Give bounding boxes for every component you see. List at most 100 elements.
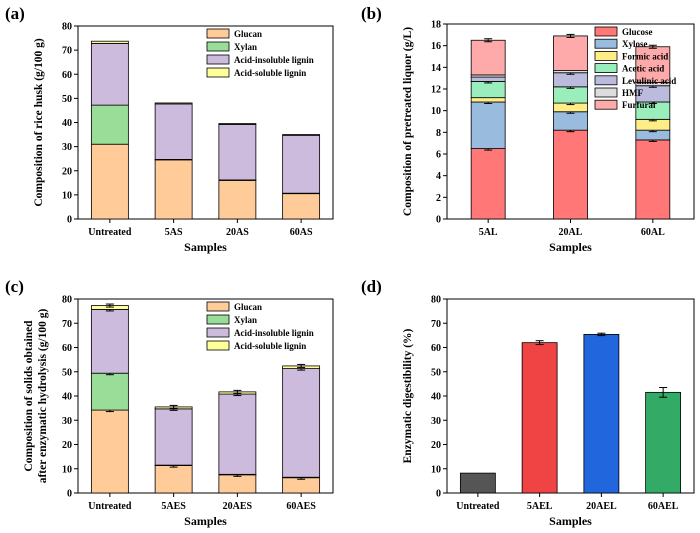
x-axis-title: Samples [549, 514, 592, 528]
legend-swatch [594, 75, 618, 86]
y-tick-label: 70 [62, 319, 72, 330]
bar [459, 472, 496, 494]
bar-segment [282, 368, 321, 478]
bar-segment [470, 101, 506, 149]
y-tick-label: 10 [62, 464, 72, 475]
y-axis-title: Enzymatic digestibility (%) [402, 328, 414, 463]
chart-a: 0 10 20 30 40 50 60 70 80 Untreated 5AS 20AS 60AS Sam… [33, 22, 334, 254]
y-tick-label: 2 [436, 193, 441, 204]
y-tick-label: 0 [436, 489, 441, 500]
bar-segment [90, 42, 129, 106]
bar-segment [282, 134, 321, 136]
x-tick-label: 5AEL [527, 501, 553, 512]
x-axis-title: Samples [549, 240, 592, 254]
legend-swatch [594, 63, 618, 73]
y-tick-label: 80 [62, 295, 72, 306]
bar-segment [218, 393, 257, 475]
y-tick-label: 30 [62, 416, 72, 427]
y-tick-label: 50 [431, 367, 441, 378]
y-tick-label: 30 [62, 142, 72, 153]
y-tick-label: 80 [62, 22, 72, 33]
x-tick-label: 60AL [641, 227, 665, 238]
legend-swatch [594, 87, 618, 98]
bar-segment [282, 193, 321, 220]
y-tick-label: 16 [431, 41, 441, 52]
bar-segment [90, 309, 129, 374]
legend-label: Acid-soluble lignin [234, 341, 306, 351]
y-tick-label: 0 [67, 489, 72, 500]
legend-label: Acid-soluble lignin [234, 68, 306, 78]
y-tick-label: 80 [431, 295, 441, 306]
legend-swatch [206, 301, 230, 312]
y-axis-title: Composition of solids obtained [23, 320, 35, 472]
legend-label: Levulinic acid [622, 76, 676, 86]
x-tick-label: 20AES [223, 501, 253, 512]
legend-label: Acetic acid [622, 64, 664, 74]
bar [645, 391, 682, 494]
y-tick-label: 18 [431, 20, 441, 31]
panel-b-label: (b) [361, 4, 382, 23]
bar-segment [553, 86, 588, 104]
legend-label: Formic acid [622, 51, 668, 61]
legend-swatch [594, 26, 618, 37]
y-tick-label: 70 [431, 319, 441, 330]
legend-label: HMF [622, 88, 643, 98]
y-tick-label: 10 [431, 464, 441, 475]
y-tick-label: 10 [431, 106, 441, 117]
bar-segment [154, 103, 193, 160]
bar-segment [90, 372, 129, 411]
legend-swatch [594, 51, 618, 61]
legend-label: Acid-insoluble lignin [234, 55, 314, 65]
y-tick-label: 40 [62, 392, 72, 403]
bar-segment [154, 102, 193, 105]
legend-label: Acid-insoluble lignin [234, 328, 314, 338]
bar-segment [470, 148, 506, 220]
chart-c: 0 10 20 30 40 50 60 70 80 Untreated 5AES 20AES 60AES… [23, 295, 334, 528]
x-tick-label: 5AS [165, 227, 183, 238]
bar [583, 334, 620, 494]
y-tick-label: 40 [62, 118, 72, 129]
legend-label: Glucose [622, 27, 653, 37]
bar-segment [218, 474, 257, 494]
y-axis-title: after enzymatic hydrolysis (g/100 g) [37, 309, 49, 484]
y-tick-label: 60 [431, 343, 441, 354]
legend-swatch [594, 38, 618, 49]
bar-segment [90, 104, 129, 145]
x-axis-title: Samples [184, 514, 227, 528]
legend-label: Furfural [622, 100, 656, 110]
legend-swatch [594, 99, 618, 110]
bar-segment [470, 97, 506, 103]
x-tick-label: 20AS [226, 227, 249, 238]
legend-label: Xylan [234, 42, 257, 52]
legend-label: Xylose [622, 39, 648, 49]
y-axis-title: Composition of pretreated liquor (g/L) [402, 27, 414, 216]
legend-label: Glucan [234, 302, 262, 312]
y-tick-label: 0 [67, 215, 72, 226]
bar-segment [90, 143, 129, 220]
x-tick-label: 20AEL [586, 501, 617, 512]
x-tick-label: Untreated [456, 501, 500, 512]
bar-segment [553, 35, 588, 71]
y-tick-label: 60 [62, 70, 72, 81]
bar-segment [553, 72, 588, 88]
y-tick-label: 60 [62, 343, 72, 354]
y-axis-title: Composition of rice husk (g/100 g) [33, 38, 45, 207]
bar-segment [282, 477, 321, 494]
y-tick-label: 30 [431, 416, 441, 427]
x-tick-label: Untreated [88, 227, 132, 238]
y-tick-label: 12 [431, 85, 441, 96]
x-tick-label: 60AEL [648, 501, 679, 512]
bar-segment [154, 465, 193, 494]
y-tick-label: 50 [62, 94, 72, 105]
legend-label: Xylan [234, 315, 257, 325]
panel-a-label: (a) [5, 4, 25, 23]
bar-segment [218, 179, 257, 220]
legend-swatch [206, 41, 230, 52]
y-tick-label: 8 [436, 128, 441, 139]
y-tick-label: 10 [62, 190, 72, 201]
y-tick-label: 0 [436, 215, 441, 226]
bar-segment [218, 124, 257, 181]
x-tick-label: 5AL [479, 227, 498, 238]
y-tick-label: 20 [62, 166, 72, 177]
